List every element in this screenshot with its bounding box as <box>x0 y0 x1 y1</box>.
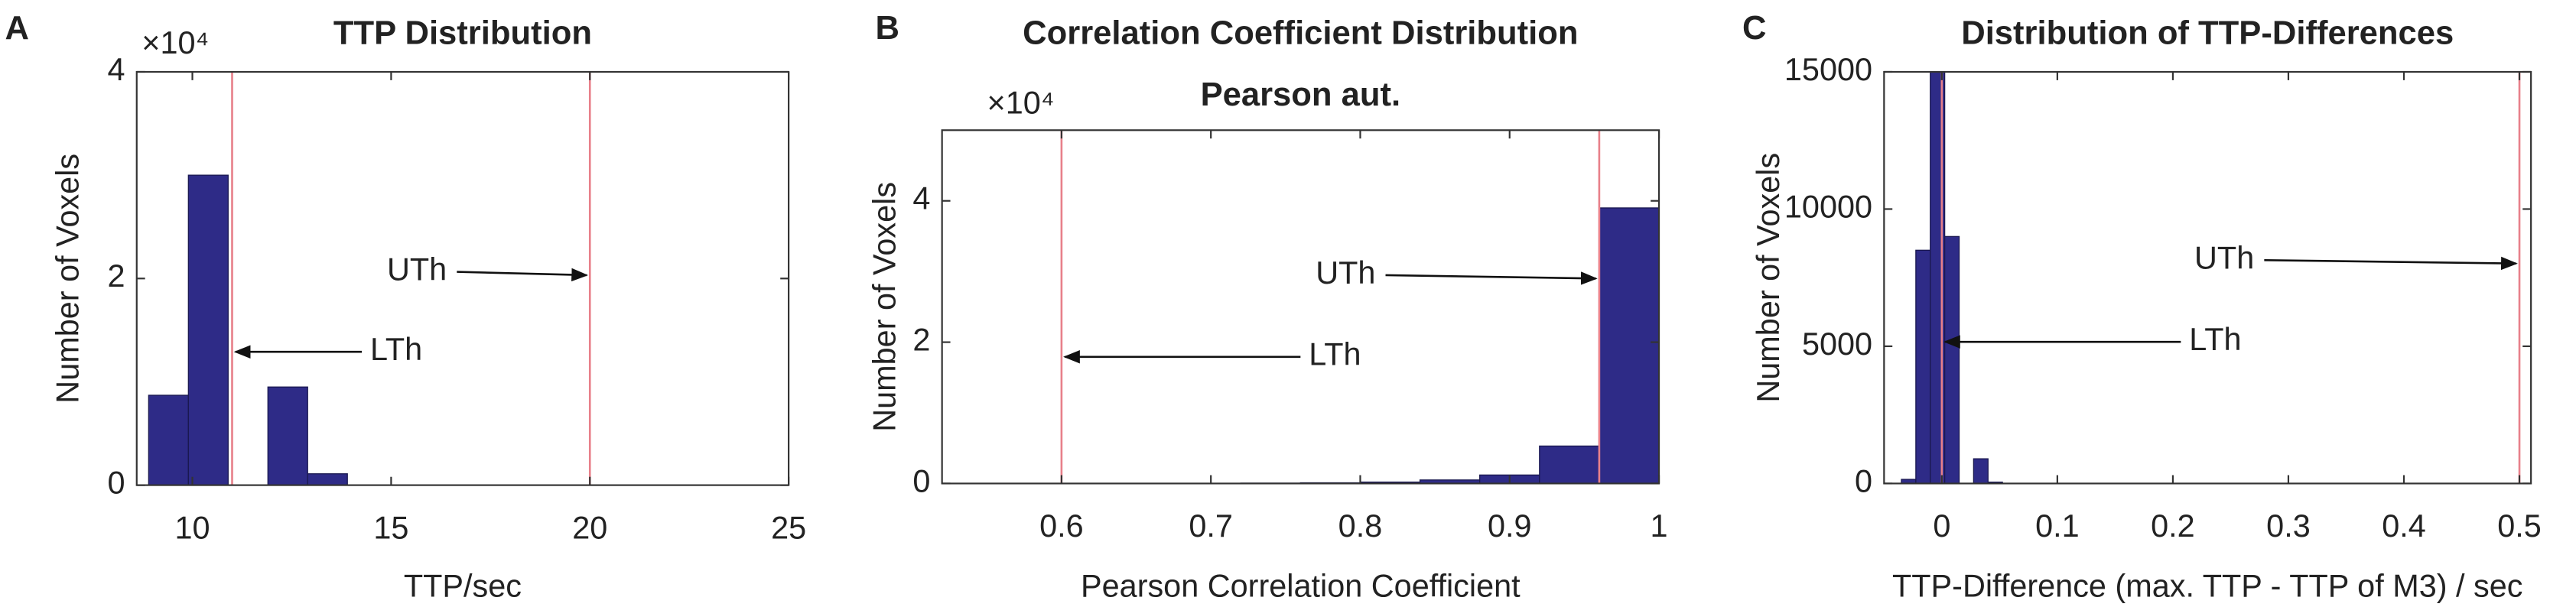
annotation-arrow <box>1385 271 1598 285</box>
y-tick-label: 2 <box>912 323 930 358</box>
bar <box>1943 235 1960 484</box>
x-tick-label: 0.5 <box>2497 508 2542 544</box>
bar <box>1539 445 1600 484</box>
threshold-label: UTh <box>2194 240 2254 275</box>
chart-title: TTP Distribution <box>333 15 592 52</box>
axes-box <box>135 70 790 486</box>
y-tick-label: 0 <box>912 463 930 498</box>
y-tick-label: 4 <box>107 52 125 87</box>
threshold-label: LTh <box>370 332 422 367</box>
axes-box <box>941 129 1660 485</box>
y-axis-label: Number of Voxels <box>50 154 85 404</box>
x-tick-label: 15 <box>373 510 408 545</box>
x-tick-label: 0.4 <box>2382 508 2426 544</box>
x-tick-label: 10 <box>174 510 210 545</box>
axes-box <box>1883 70 2532 485</box>
x-tick-label: 0.9 <box>1488 508 1532 544</box>
bar <box>148 394 189 485</box>
x-tick-label: 0 <box>1933 508 1950 544</box>
x-tick-label: 20 <box>572 510 607 545</box>
y-exponent: ×10⁴ <box>141 25 209 60</box>
annotation-arrow <box>2264 256 2518 271</box>
y-tick-label: 2 <box>107 258 125 294</box>
x-axis-label: TTP/sec <box>404 569 522 604</box>
x-tick-label: 0.7 <box>1189 508 1233 544</box>
threshold-label: UTh <box>387 252 447 287</box>
threshold-label: UTh <box>1316 255 1375 291</box>
bar <box>267 386 308 485</box>
y-tick-label: 10000 <box>1784 189 1872 224</box>
bar <box>1915 249 1931 484</box>
x-tick-label: 25 <box>771 510 806 545</box>
x-axis-label: Pearson Correlation Coefficient <box>1081 569 1521 604</box>
y-axis-label: Number of Voxels <box>1751 153 1786 403</box>
bar <box>187 174 229 485</box>
x-tick-label: 1 <box>1651 508 1668 544</box>
threshold-label: LTh <box>1309 337 1361 372</box>
panel-label: A <box>5 10 29 47</box>
y-tick-label: 4 <box>912 181 930 216</box>
bar <box>1973 458 1989 484</box>
chart-subtitle: Pearson aut. <box>1201 76 1401 113</box>
threshold-label: LTh <box>2189 322 2241 357</box>
bar <box>1599 207 1660 484</box>
y-tick-label: 15000 <box>1784 52 1872 87</box>
x-tick-label: 0.8 <box>1338 508 1383 544</box>
chart-title: Correlation Coefficient Distribution <box>1023 15 1578 52</box>
y-axis-label: Number of Voxels <box>867 182 903 432</box>
y-tick-label: 0 <box>1855 463 1872 498</box>
x-tick-label: 0.6 <box>1039 508 1084 544</box>
panel-label: C <box>1742 10 1766 47</box>
x-tick-label: 0.2 <box>2151 508 2195 544</box>
y-tick-label: 5000 <box>1802 326 1872 362</box>
x-tick-label: 0.1 <box>2035 508 2080 544</box>
chart-title: Distribution of TTP-Differences <box>1961 15 2454 52</box>
bar <box>307 473 348 485</box>
panel-label: B <box>875 10 899 47</box>
x-tick-label: 0.3 <box>2266 508 2311 544</box>
annotation-arrow <box>457 268 589 282</box>
y-exponent: ×10⁴ <box>987 86 1055 121</box>
x-axis-label: TTP-Difference (max. TTP - TTP of M3) / … <box>1892 569 2523 604</box>
y-tick-label: 0 <box>107 466 125 501</box>
